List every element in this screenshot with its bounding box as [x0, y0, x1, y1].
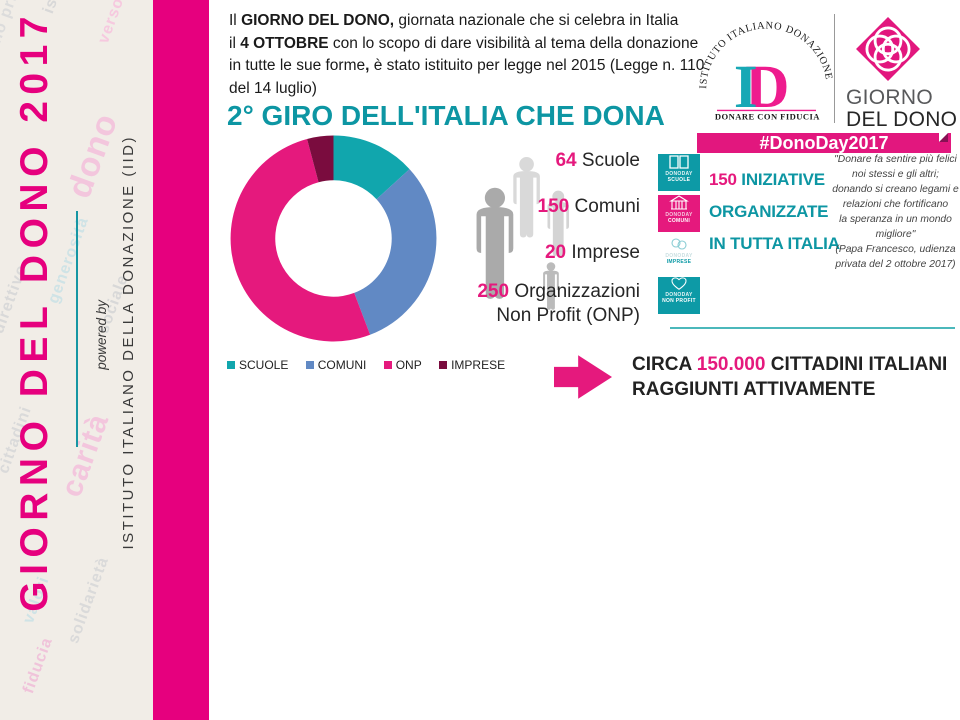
svg-text:DONARE CON FIDUCIA: DONARE CON FIDUCIA — [715, 111, 820, 121]
